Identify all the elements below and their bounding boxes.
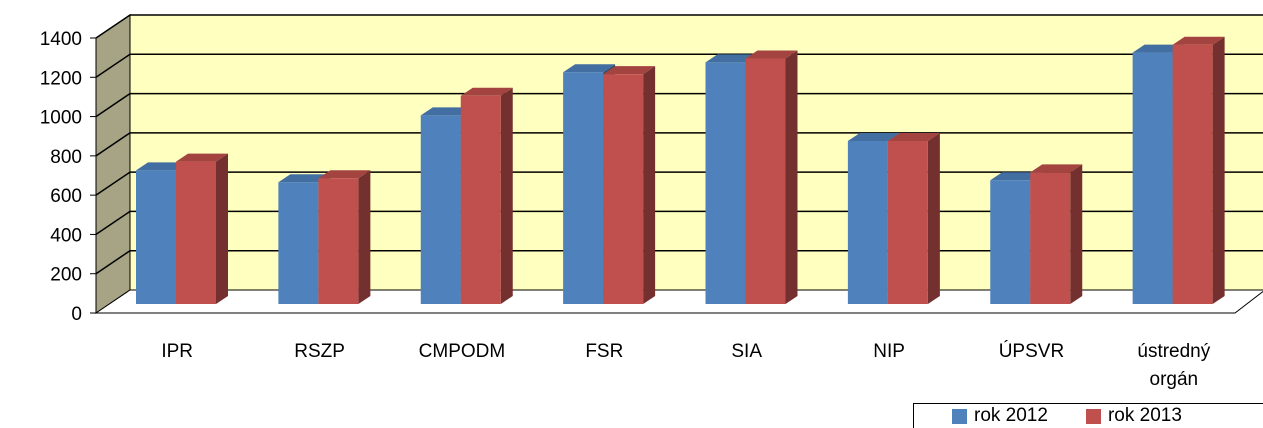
gridline (95, 132, 1263, 157)
gridlines (95, 14, 1263, 275)
bar-rok-2013-3 (603, 66, 656, 304)
y-tick-label: 1000 (40, 108, 82, 129)
x-category-label: NIP (873, 341, 905, 362)
gridline (95, 53, 1263, 78)
bar-rok-2013-1 (318, 170, 371, 304)
legend: rok 2012 rok 2013 (913, 403, 1263, 428)
y-tick-label: 200 (50, 265, 82, 286)
y-tick-label: 1200 (40, 68, 82, 89)
side-wall (95, 14, 131, 314)
y-tick-label: 1400 (40, 29, 82, 50)
legend-swatch-2012 (952, 408, 967, 424)
x-category-label: RSZP (294, 341, 345, 362)
x-category-label: IPR (161, 341, 193, 362)
floor (94, 289, 1263, 314)
x-axis-labels: IPR RSZP CMPODM FSR SIA NIP ÚPSVR ústredný orgán (161, 340, 1210, 390)
legend-label-2012: rok 2012 (974, 405, 1048, 426)
y-tick-label: 600 (50, 186, 82, 207)
legend-label-2013: rok 2013 (1107, 405, 1182, 426)
y-axis-ticks: 0 200 400 600 800 1000 1200 1400 (40, 29, 97, 325)
bar-rok-2013-5 (887, 132, 940, 304)
legend-item-2013: rok 2013 (1085, 405, 1182, 427)
x-category-label: orgán (1150, 369, 1199, 390)
x-category-label: SIA (731, 341, 762, 362)
chart-walls (94, 14, 1263, 314)
bar-rok-2013-6 (1030, 164, 1083, 304)
legend-item-2012: rok 2012 (952, 405, 1048, 427)
y-tick-label: 400 (50, 225, 82, 246)
bar-rok-2013-4 (745, 50, 798, 304)
x-category-label: ústredný (1137, 341, 1210, 362)
bar-rok-2013-0 (176, 153, 228, 304)
bar-rok-2013-2 (460, 87, 513, 305)
bar-rok-2013-7 (1172, 36, 1225, 304)
x-category-label: ÚPSVR (999, 340, 1064, 362)
x-category-label: CMPODM (419, 341, 506, 362)
y-tick-label: 0 (71, 304, 82, 325)
gridline (95, 92, 1263, 118)
legend-swatch-2013 (1085, 408, 1101, 424)
bars (136, 36, 1225, 305)
y-tick-label: 800 (50, 147, 82, 168)
gridline (95, 14, 1263, 39)
x-category-label: FSR (585, 341, 623, 362)
